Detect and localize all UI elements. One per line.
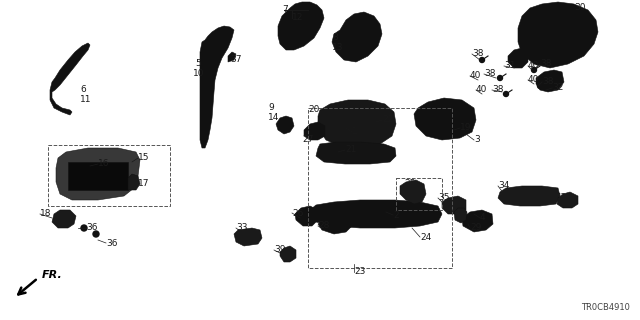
Text: 6: 6	[80, 85, 86, 94]
Text: 40: 40	[476, 85, 488, 94]
Polygon shape	[128, 174, 140, 190]
Text: 4: 4	[480, 213, 486, 222]
Text: 36: 36	[86, 223, 97, 233]
Text: 2: 2	[393, 211, 399, 220]
Text: 13: 13	[332, 44, 344, 52]
Polygon shape	[557, 192, 578, 208]
Polygon shape	[508, 48, 528, 68]
Text: 23: 23	[354, 268, 365, 276]
Circle shape	[536, 60, 541, 65]
Polygon shape	[276, 116, 294, 134]
Text: 38: 38	[472, 50, 483, 59]
Text: 11: 11	[80, 95, 92, 105]
Text: 17: 17	[138, 180, 150, 188]
Text: 34: 34	[498, 181, 509, 190]
Text: FR.: FR.	[42, 270, 63, 280]
Text: 29: 29	[470, 223, 481, 233]
Text: 12: 12	[292, 12, 303, 21]
Text: 15: 15	[138, 154, 150, 163]
Text: 33: 33	[236, 223, 248, 233]
Text: 38: 38	[484, 69, 495, 78]
Polygon shape	[278, 2, 324, 50]
Polygon shape	[414, 98, 476, 140]
Text: 18: 18	[40, 210, 51, 219]
Polygon shape	[454, 208, 467, 223]
Polygon shape	[200, 26, 234, 148]
Polygon shape	[498, 186, 560, 206]
Polygon shape	[318, 100, 396, 148]
Text: 14: 14	[268, 114, 280, 123]
Polygon shape	[400, 180, 426, 204]
Text: 1: 1	[352, 127, 358, 137]
Text: 10: 10	[193, 68, 205, 77]
Text: 37: 37	[230, 55, 241, 65]
Text: 24: 24	[420, 233, 431, 242]
Text: 3: 3	[474, 135, 480, 145]
Circle shape	[538, 84, 543, 89]
Polygon shape	[52, 210, 76, 228]
Text: 22: 22	[382, 116, 393, 124]
Circle shape	[93, 231, 99, 237]
Polygon shape	[536, 70, 564, 92]
Text: 41: 41	[443, 204, 454, 212]
Text: 38: 38	[492, 85, 504, 94]
Polygon shape	[56, 148, 140, 200]
Text: 8: 8	[332, 34, 338, 43]
Circle shape	[497, 76, 502, 81]
Polygon shape	[518, 2, 598, 68]
Text: 9: 9	[268, 103, 274, 113]
Text: 16: 16	[98, 159, 109, 169]
Text: 20: 20	[308, 106, 319, 115]
Polygon shape	[462, 210, 493, 232]
Polygon shape	[318, 216, 352, 234]
Circle shape	[531, 68, 536, 73]
Text: 35: 35	[438, 194, 449, 203]
Text: 38: 38	[540, 60, 552, 68]
Polygon shape	[316, 142, 396, 164]
Polygon shape	[228, 52, 236, 62]
Text: 40: 40	[528, 76, 540, 84]
Text: 38: 38	[542, 77, 554, 86]
Polygon shape	[50, 43, 90, 115]
Text: 27: 27	[302, 135, 314, 145]
Text: 28: 28	[318, 221, 330, 230]
Text: 25: 25	[404, 180, 415, 188]
Text: 21: 21	[345, 146, 356, 155]
Circle shape	[81, 225, 87, 231]
Text: 31: 31	[504, 61, 515, 70]
Polygon shape	[332, 12, 382, 62]
Text: 42: 42	[556, 194, 567, 203]
Polygon shape	[442, 196, 466, 214]
Polygon shape	[295, 206, 318, 226]
Circle shape	[479, 58, 484, 62]
Circle shape	[556, 34, 561, 38]
Polygon shape	[310, 200, 442, 228]
Text: 32: 32	[552, 84, 563, 92]
Polygon shape	[234, 228, 262, 246]
Polygon shape	[304, 122, 325, 140]
Polygon shape	[68, 162, 128, 190]
Text: 40: 40	[528, 61, 540, 70]
Text: 39: 39	[274, 245, 285, 254]
Text: 26: 26	[292, 209, 303, 218]
Text: 7: 7	[282, 4, 288, 13]
Text: 19: 19	[460, 124, 472, 132]
Text: 30: 30	[574, 4, 586, 12]
Circle shape	[504, 92, 509, 97]
Text: 40: 40	[470, 71, 481, 81]
Text: 5: 5	[195, 59, 201, 68]
Polygon shape	[280, 246, 296, 262]
Text: TR0CB4910: TR0CB4910	[581, 303, 630, 312]
Text: 36: 36	[106, 238, 118, 247]
